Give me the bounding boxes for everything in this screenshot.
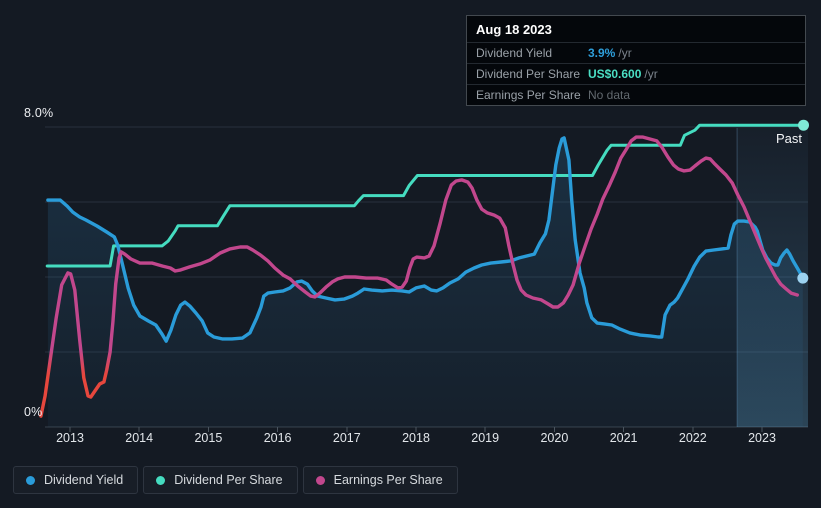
x-axis-label-2016: 2016: [263, 431, 292, 445]
x-axis-label-2019: 2019: [471, 431, 500, 445]
dividend-per-share-dot-icon: [156, 475, 166, 485]
dividend-yield-line: [46, 136, 805, 343]
x-axis-label-2021: 2021: [609, 431, 638, 445]
x-axis-label-2023: 2023: [748, 431, 776, 445]
past-region-label: Past: [775, 131, 802, 146]
tooltip-label: Earnings Per Share: [476, 88, 581, 102]
tooltip-row-earnings-per-share: Earnings Per Share No data: [467, 84, 805, 105]
x-axis-label-2020: 2020: [540, 431, 569, 445]
legend-item-dividend-per-share[interactable]: Dividend Per Share: [143, 466, 298, 494]
legend-item-dividend-yield[interactable]: Dividend Yield: [13, 466, 139, 494]
y-axis-bottom-label: 0%: [24, 405, 43, 419]
tooltip-value: No data: [588, 88, 631, 102]
y-axis-top-label: 8.0%: [24, 106, 54, 120]
tooltip-value-suffix: /yr: [644, 67, 658, 81]
tooltip-value-suffix: /yr: [618, 46, 632, 60]
tooltip-label: Dividend Yield: [476, 46, 553, 60]
tooltip-value: US$0.600: [588, 67, 642, 81]
x-axis-labels: 2013 2014 2015 2016 2017 2018 2019 2020 2021 2022…: [0, 431, 821, 449]
earnings-per-share-line: [39, 135, 799, 418]
earnings-per-share-dot-icon: [315, 475, 325, 485]
dividend-per-share-end-dot: [798, 119, 810, 131]
x-axis-label-2018: 2018: [402, 431, 430, 445]
x-axis-label-2013: 2013: [56, 431, 84, 445]
legend-item-earnings-per-share[interactable]: Earnings Per Share: [302, 466, 458, 494]
chart-tooltip: Aug 18 2023 Dividend Yield 3.9% /yr Divi…: [466, 15, 806, 106]
x-axis-label-2015: 2015: [194, 431, 223, 445]
x-axis-label-2017: 2017: [332, 431, 361, 445]
dividend-yield-end-dot: [797, 272, 809, 284]
legend-label: Earnings Per Share: [333, 473, 443, 487]
tooltip-value: 3.9%: [588, 46, 616, 60]
tooltip-row-dividend-per-share: Dividend Per Share US$0.600 /yr: [467, 63, 805, 84]
dividend-yield-dot-icon: [26, 475, 35, 485]
dividend-yield-area: [47, 137, 803, 427]
past-region-shading: [737, 128, 808, 427]
legend-label: Dividend Per Share: [174, 473, 283, 487]
chart-legend: Dividend Yield Dividend Per Share Earnin…: [13, 466, 458, 494]
tooltip-row-dividend-yield: Dividend Yield 3.9% /yr: [467, 42, 805, 63]
tooltip-date: Aug 18 2023: [476, 22, 552, 37]
x-axis-label-2014: 2014: [125, 431, 154, 445]
dividend-per-share-line: [45, 123, 805, 268]
x-axis-label-2022: 2022: [678, 431, 707, 445]
tooltip-label: Dividend Per Share: [476, 67, 581, 81]
legend-label: Dividend Yield: [44, 473, 124, 487]
